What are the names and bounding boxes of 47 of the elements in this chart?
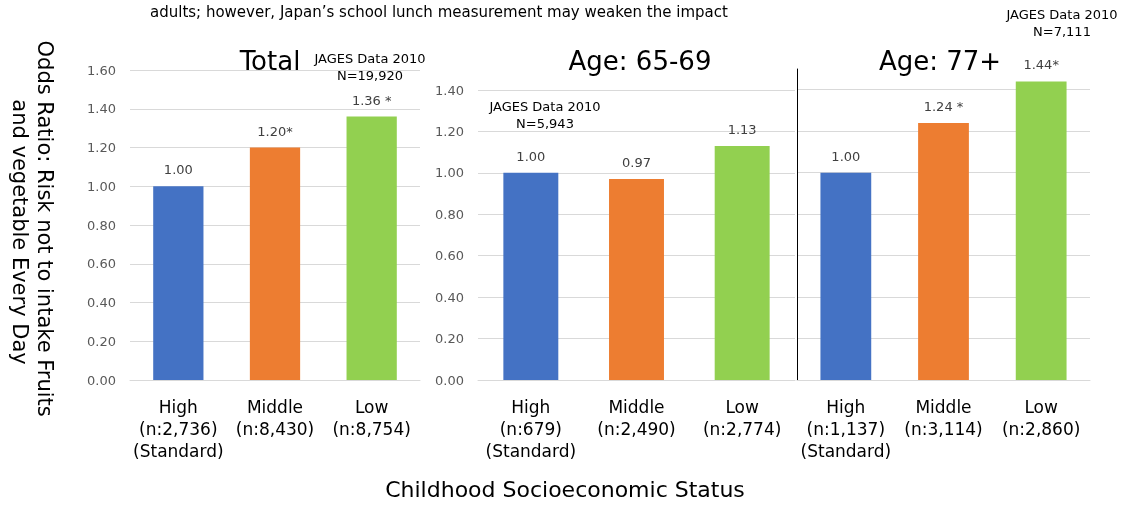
y-tick-label: 0.20 bbox=[87, 333, 116, 349]
x-tick-label: High (n:1,137) (Standard) bbox=[800, 397, 892, 461]
y-tick-label: 1.00 bbox=[87, 178, 116, 194]
y-tick-label: 1.20 bbox=[435, 123, 464, 139]
y-tick-label: 0.60 bbox=[87, 256, 116, 272]
bar bbox=[346, 116, 397, 380]
x-tick-label: Low (n:2,774) bbox=[702, 397, 782, 439]
y-tick-label: 0.80 bbox=[87, 217, 116, 233]
y-axis-title: Odds Ratio: Risk not to intake Fruits and vegetable Every Day bbox=[7, 40, 57, 424]
data-label: 1.20* bbox=[257, 123, 294, 139]
y-tick-label: 1.00 bbox=[435, 165, 464, 181]
y-tick-label: 0.40 bbox=[435, 289, 464, 305]
x-tick-label: Middle (n:2,490) bbox=[597, 397, 676, 439]
y-tick-label: 0.00 bbox=[435, 372, 464, 388]
data-label: 1.24 * bbox=[923, 98, 964, 114]
data-label: 1.00 bbox=[831, 148, 861, 164]
bar bbox=[153, 186, 204, 380]
data-label: 0.97 bbox=[622, 155, 651, 171]
y-tick-label: 1.60 bbox=[87, 62, 116, 78]
annotation: JAGES Data 2010 N=5,943 bbox=[488, 99, 601, 131]
y-tick-label: 0.60 bbox=[435, 248, 464, 264]
chart-title: Age: 65-69 bbox=[568, 46, 712, 76]
y-tick-label: 0.20 bbox=[435, 331, 464, 347]
bar bbox=[249, 147, 301, 380]
y-tick-label: 0.40 bbox=[87, 295, 116, 310]
chart-subtitle: adults; however, Japan’s school lunch measurement may weaken the impact bbox=[150, 2, 728, 21]
x-tick-label: Middle (n:3,114) bbox=[904, 397, 983, 439]
y-tick-label: 1.40 bbox=[435, 82, 464, 98]
data-label: 1.44* bbox=[1023, 57, 1060, 73]
annotation: JAGES Data 2010 N=19,920 bbox=[313, 51, 426, 83]
chart-title: Age: 77+ bbox=[878, 46, 1002, 76]
data-label: 1.36 * bbox=[351, 92, 392, 108]
x-tick-label: High (n:2,736) (Standard) bbox=[133, 397, 224, 461]
chart-title: Total bbox=[238, 46, 301, 76]
data-label: 1.00 bbox=[163, 162, 193, 178]
text: JAGES Data 2010 N=7,111 bbox=[1005, 7, 1118, 39]
y-tick-label: 1.20 bbox=[87, 140, 116, 155]
data-label: 1.13 bbox=[727, 121, 757, 137]
x-axis-title: Childhood Socioeconomic Status bbox=[385, 476, 745, 502]
x-tick-label: Low (n:8,754) bbox=[332, 397, 411, 439]
x-tick-label: Middle (n:8,430) bbox=[235, 397, 315, 439]
y-tick-label: 0.80 bbox=[435, 206, 464, 222]
y-tick-label: 1.40 bbox=[87, 101, 116, 117]
x-tick-label: Low (n:2,860) bbox=[1001, 397, 1081, 439]
y-tick-label: 0.00 bbox=[87, 372, 116, 388]
data-label: 1.00 bbox=[516, 148, 546, 164]
x-tick-label: High (n:679) (Standard) bbox=[485, 397, 577, 461]
